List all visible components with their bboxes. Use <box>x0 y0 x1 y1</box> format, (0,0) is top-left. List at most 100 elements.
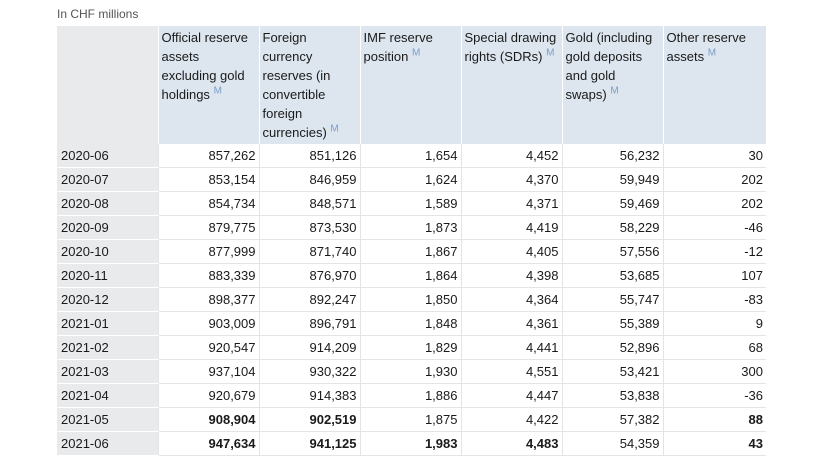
value-cell: 4,371 <box>460 191 562 216</box>
value-cell: 1,624 <box>359 167 461 192</box>
value-cell: 4,452 <box>460 144 562 168</box>
value-cell: 4,419 <box>460 215 562 240</box>
value-cell: 920,547 <box>157 335 259 360</box>
value-cell: 43 <box>662 431 766 456</box>
value-cell: 4,361 <box>460 311 562 336</box>
footnote-link[interactable]: M <box>330 123 339 135</box>
value-cell: 53,685 <box>561 263 663 288</box>
value-cell: 4,405 <box>460 239 562 264</box>
value-cell: 52,896 <box>561 335 663 360</box>
value-cell: 202 <box>662 167 766 192</box>
footnote-link[interactable]: M <box>213 85 222 97</box>
table-row: 2020-06 857,262 851,126 1,654 4,452 56,2… <box>57 144 766 168</box>
value-cell: 873,530 <box>258 215 360 240</box>
value-cell: 903,009 <box>157 311 259 336</box>
value-cell: 1,930 <box>359 359 461 384</box>
header-row: Official reserve assets excluding gold h… <box>57 26 766 144</box>
period-cell: 2021-06 <box>57 431 158 456</box>
value-cell: 1,867 <box>359 239 461 264</box>
value-cell: 4,441 <box>460 335 562 360</box>
value-cell: 57,556 <box>561 239 663 264</box>
value-cell: 896,791 <box>258 311 360 336</box>
value-cell: 300 <box>662 359 766 384</box>
value-cell: 937,104 <box>157 359 259 384</box>
value-cell: 4,398 <box>460 263 562 288</box>
value-cell: 59,469 <box>561 191 663 216</box>
unit-note: In CHF millions <box>57 7 139 21</box>
header-corner <box>57 26 158 144</box>
period-cell: 2020-06 <box>57 144 158 168</box>
value-cell: 930,322 <box>258 359 360 384</box>
table-row: 2020-12 898,377 892,247 1,850 4,364 55,7… <box>57 287 766 312</box>
value-cell: 902,519 <box>258 407 360 432</box>
period-cell: 2020-11 <box>57 263 158 288</box>
table-row: 2021-06 947,634 941,125 1,983 4,483 54,3… <box>57 431 766 456</box>
column-header: IMF reserve position M <box>359 26 461 144</box>
value-cell: 55,389 <box>561 311 663 336</box>
period-cell: 2020-12 <box>57 287 158 312</box>
table-row: 2021-04 920,679 914,383 1,886 4,447 53,8… <box>57 383 766 408</box>
value-cell: 892,247 <box>258 287 360 312</box>
column-header-label: Official reserve assets excluding gold h… <box>161 30 248 102</box>
value-cell: 877,999 <box>157 239 259 264</box>
value-cell: 107 <box>662 263 766 288</box>
value-cell: -36 <box>662 383 766 408</box>
footnote-link[interactable]: M <box>411 47 421 59</box>
column-header: Other reserve assets M <box>662 26 766 144</box>
value-cell: 1,886 <box>359 383 461 408</box>
value-cell: 53,838 <box>561 383 663 408</box>
value-cell: 57,382 <box>561 407 663 432</box>
value-cell: -46 <box>662 215 766 240</box>
column-header-label: IMF reserve position <box>363 30 433 64</box>
period-cell: 2021-04 <box>57 383 158 408</box>
column-header-label: Foreign currency reserves (in convertibl… <box>262 30 331 140</box>
value-cell: 1,848 <box>359 311 461 336</box>
value-cell: 853,154 <box>157 167 259 192</box>
column-header-label: Other reserve assets <box>666 30 746 64</box>
value-cell: 55,747 <box>561 287 663 312</box>
value-cell: 1,589 <box>359 191 461 216</box>
value-cell: 4,364 <box>460 287 562 312</box>
value-cell: 9 <box>662 311 766 336</box>
period-cell: 2021-05 <box>57 407 158 432</box>
value-cell: 857,262 <box>157 144 259 168</box>
value-cell: 1,850 <box>359 287 461 312</box>
value-cell: 898,377 <box>157 287 259 312</box>
value-cell: 851,126 <box>258 144 360 168</box>
footnote-link[interactable]: M <box>610 85 619 97</box>
value-cell: 908,904 <box>157 407 259 432</box>
period-cell: 2021-03 <box>57 359 158 384</box>
value-cell: 59,949 <box>561 167 663 192</box>
value-cell: 914,383 <box>258 383 360 408</box>
value-cell: 53,421 <box>561 359 663 384</box>
value-cell: 68 <box>662 335 766 360</box>
value-cell: 54,359 <box>561 431 663 456</box>
value-cell: 848,571 <box>258 191 360 216</box>
value-cell: 941,125 <box>258 431 360 456</box>
value-cell: 1,875 <box>359 407 461 432</box>
footnote-link[interactable]: M <box>707 47 717 59</box>
value-cell: 4,370 <box>460 167 562 192</box>
period-cell: 2021-01 <box>57 311 158 336</box>
value-cell: 30 <box>662 144 766 168</box>
value-cell: 920,679 <box>157 383 259 408</box>
value-cell: 88 <box>662 407 766 432</box>
value-cell: 876,970 <box>258 263 360 288</box>
column-header-label: Special drawing rights (SDRs) <box>464 30 557 64</box>
period-cell: 2020-08 <box>57 191 158 216</box>
value-cell: 883,339 <box>157 263 259 288</box>
value-cell: 846,959 <box>258 167 360 192</box>
column-header: Official reserve assets excluding gold h… <box>157 26 259 144</box>
footnote-link[interactable]: M <box>546 47 555 59</box>
table-row: 2021-05 908,904 902,519 1,875 4,422 57,3… <box>57 407 766 432</box>
value-cell: 4,447 <box>460 383 562 408</box>
value-cell: -83 <box>662 287 766 312</box>
value-cell: 1,983 <box>359 431 461 456</box>
value-cell: 1,873 <box>359 215 461 240</box>
table-row: 2020-11 883,339 876,970 1,864 4,398 53,6… <box>57 263 766 288</box>
column-header-label: Gold (including gold deposits and gold s… <box>565 30 653 102</box>
value-cell: 4,483 <box>460 431 562 456</box>
table-row: 2020-08 854,734 848,571 1,589 4,371 59,4… <box>57 191 766 216</box>
table-row: 2020-10 877,999 871,740 1,867 4,405 57,5… <box>57 239 766 264</box>
table-row: 2020-07 853,154 846,959 1,624 4,370 59,9… <box>57 167 766 192</box>
